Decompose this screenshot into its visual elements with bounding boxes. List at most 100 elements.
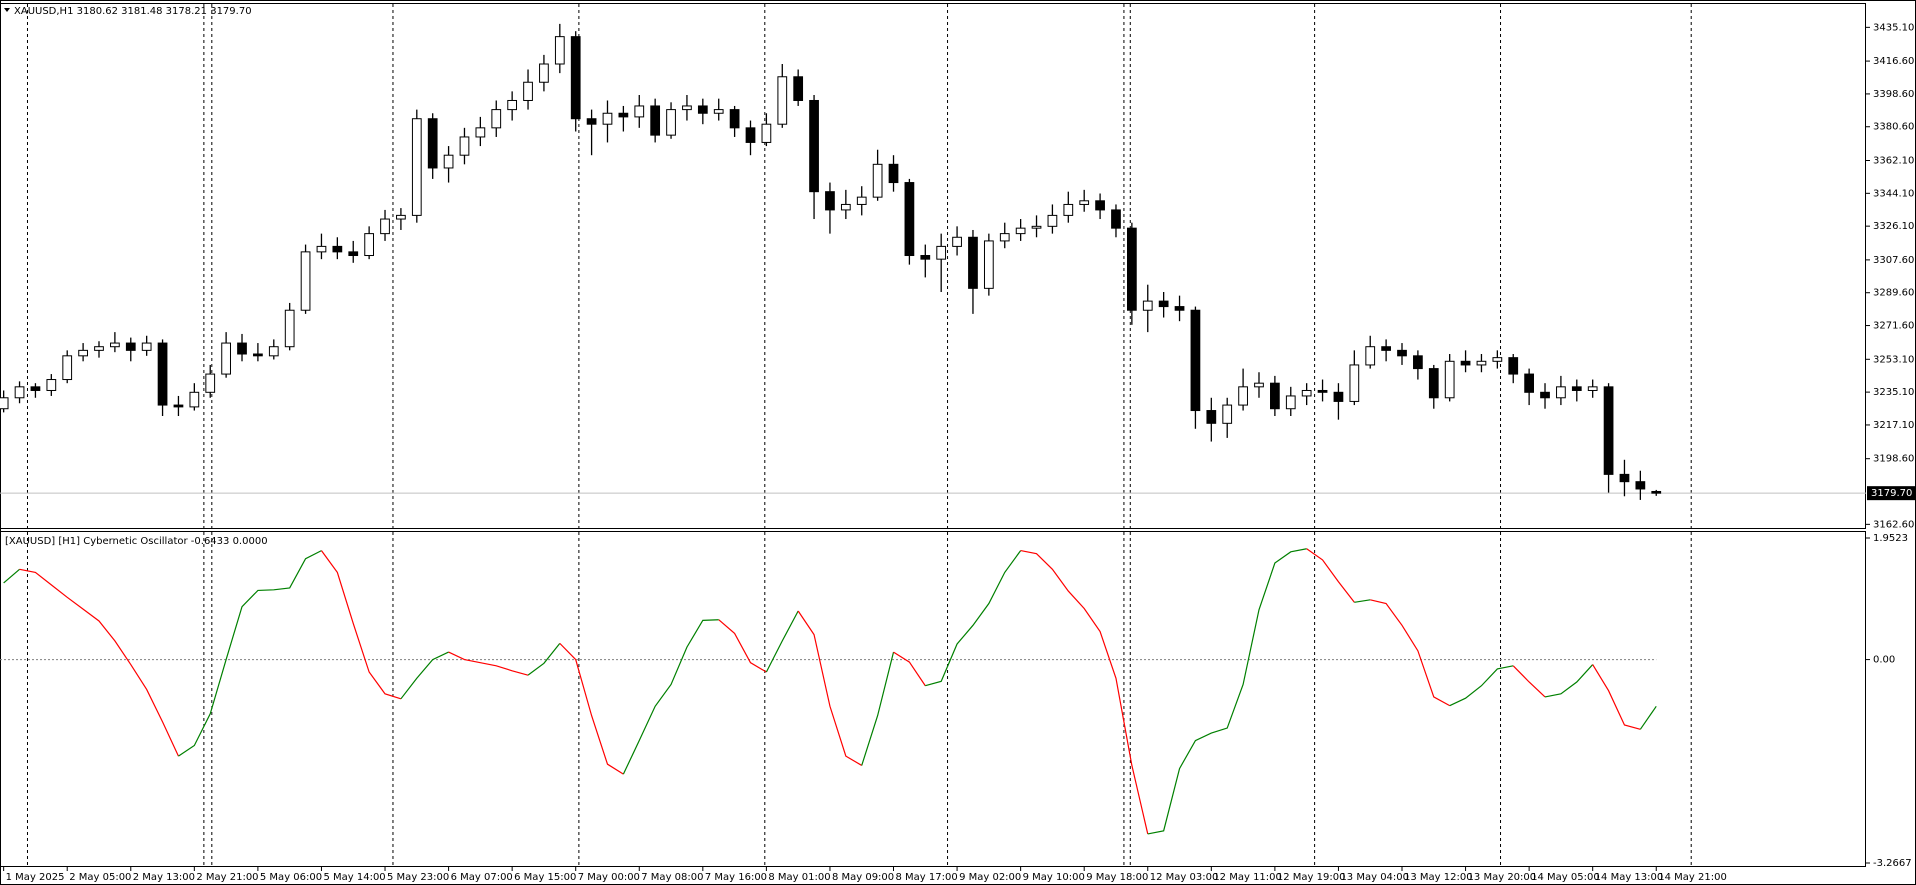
candle-body (1587, 386, 1598, 391)
oscillator-line (1639, 705, 1657, 730)
oscillator-line (19, 568, 179, 757)
candle-body (952, 236, 962, 247)
x-tick-label: 5 May 06:00 (260, 872, 322, 883)
candle-body (809, 99, 819, 193)
candle-body (30, 386, 41, 391)
candle-body (94, 346, 104, 351)
y-tick-label: 3307.60 (1873, 255, 1914, 266)
candle-body (221, 342, 231, 375)
candle-body (1206, 410, 1217, 424)
candle-body (427, 118, 438, 169)
x-tick-label: 9 May 02:00 (959, 872, 1021, 883)
candle-body (1031, 225, 1042, 229)
y-tick-label: 3344.10 (1873, 188, 1914, 199)
x-tick-label: 7 May 08:00 (641, 872, 703, 883)
candle-body (1603, 386, 1614, 475)
oscillator-line (1147, 548, 1307, 835)
oscillator-line (1544, 664, 1594, 698)
candle-body (78, 349, 88, 357)
candle-body (1540, 391, 1550, 399)
oscillator-line (797, 610, 863, 766)
candle-body (1524, 373, 1534, 393)
x-tick-label: 13 May 12:00 (1404, 872, 1473, 883)
oscillator-line (320, 550, 402, 700)
candle-body (618, 112, 629, 118)
candle-body (968, 236, 978, 289)
x-tick-label: 13 May 04:00 (1340, 872, 1409, 883)
candle-body (157, 342, 168, 406)
candle-body (523, 81, 533, 101)
candle-body (1413, 355, 1423, 370)
candle-body (1635, 481, 1646, 490)
candle-body (1619, 473, 1630, 483)
candle-body (253, 353, 263, 357)
y-tick-label: 3435.10 (1873, 22, 1914, 33)
candle-body (602, 112, 613, 125)
candle-body (1397, 349, 1407, 357)
candle-body (1444, 360, 1455, 399)
candle-body (173, 404, 184, 408)
candle-body (666, 109, 676, 136)
oscillator-line (1354, 599, 1371, 603)
candle-body (1126, 227, 1137, 311)
candle-body (141, 342, 152, 351)
candle-body (1063, 203, 1074, 216)
x-tick-label: 6 May 15:00 (514, 872, 576, 883)
candle-body (1365, 346, 1376, 366)
candle-body (920, 255, 931, 260)
candle-body (777, 76, 788, 125)
candle-body (14, 386, 25, 399)
candle-body (380, 218, 390, 235)
x-tick-label: 5 May 14:00 (323, 872, 385, 883)
oscillator-line (527, 643, 561, 676)
y-tick-label: 0.00 (1873, 655, 1895, 666)
candle-body (0, 397, 9, 410)
candle-body (1095, 200, 1105, 211)
oscillator-line (893, 651, 926, 687)
oscillator-line (559, 642, 624, 775)
candle-body (1349, 364, 1360, 402)
candle-body (332, 245, 343, 253)
oscillator-line (178, 550, 322, 757)
y-tick-label: 3271.60 (1873, 321, 1914, 332)
candle-body (125, 342, 136, 351)
candle-body (1142, 300, 1153, 311)
candle-body (1047, 214, 1058, 227)
x-tick-label: 5 May 23:00 (387, 872, 449, 883)
candle-body (1238, 386, 1248, 406)
menu-arrow (4, 8, 10, 12)
candle-body (189, 391, 200, 408)
x-tick-label: 9 May 10:00 (1023, 872, 1085, 883)
candle-body (634, 105, 645, 118)
price-title: XAUUSD,H1 3180.62 3181.48 3178.21 3179.7… (14, 6, 252, 17)
candle-body (840, 203, 851, 211)
oscillator-title: [XAUUSD] [H1] Cybernetic Oscillator -0.6… (5, 536, 268, 547)
x-tick-label: 8 May 17:00 (896, 872, 958, 883)
oscillator-line (400, 651, 449, 700)
candle-body (983, 240, 994, 289)
candle-body (1428, 368, 1439, 399)
candle-body (904, 182, 915, 257)
candle-body (1460, 360, 1471, 366)
x-tick-label: 14 May 21:00 (1658, 872, 1727, 883)
y-tick-label: 3362.10 (1873, 155, 1914, 166)
candle-body (62, 355, 73, 381)
x-tick-label: 7 May 16:00 (705, 872, 767, 883)
candle-body (491, 109, 502, 129)
candle-body (1222, 404, 1233, 424)
candle-body (539, 63, 549, 83)
candle-body (1270, 382, 1280, 410)
y-tick-label: 3398.60 (1873, 89, 1914, 100)
candle-body (570, 36, 581, 120)
x-tick-label: 2 May 21:00 (196, 872, 258, 883)
candle-body (793, 76, 804, 101)
x-tick-label: 14 May 13:00 (1595, 872, 1664, 883)
candle-body (1301, 389, 1312, 397)
y-tick-label: 3198.60 (1873, 454, 1914, 465)
candle-body (1079, 200, 1090, 205)
candle-body (697, 105, 708, 114)
x-tick-label: 12 May 11:00 (1213, 872, 1282, 883)
oscillator-line (1449, 665, 1514, 707)
y-tick-label: 3253.10 (1873, 354, 1914, 365)
